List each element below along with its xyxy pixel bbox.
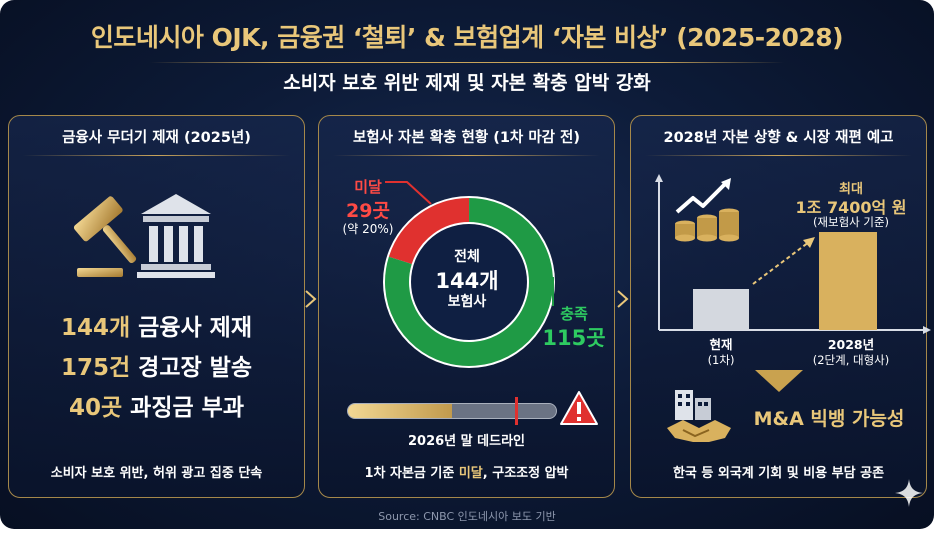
x-axis-arrow [923,326,931,334]
stat-text: 과징금 부과 [122,395,244,421]
warning-icon [560,391,598,425]
footer-text: 1차 자본금 기준 [364,466,459,481]
chevron-down-icon [755,370,803,392]
bar-2028 [819,232,877,330]
deficient-share: (약 20%) [342,222,394,236]
stat-fines: 40곳 과징금 부과 [9,388,304,422]
deadline-marker [515,397,518,425]
page-subtitle: 소비자 보호 위반 제재 및 자본 확충 압박 강화 [283,72,651,94]
stat-number: 175건 [61,355,131,381]
capital-increase-panel-title: 2028년 자본 상향 & 시장 재편 예고 [663,130,894,146]
compliant-label: 충족 [560,305,588,323]
panel-divider [23,155,290,156]
compliant-leader-line [535,277,554,306]
panel-divider [333,155,600,156]
footer-highlight: 미달 [458,466,483,481]
stat-number: 144개 [61,315,131,341]
donut-center-label: 전체 [454,249,480,265]
page-title: 인도네시아 OJK, 금융권 ‘철퇴’ & 보험업계 ‘자본 비상’ (2025… [90,23,844,52]
max-note: (재보험사 기준) [812,215,890,229]
growth-coins-icon [675,178,739,242]
panel-divider [645,155,912,156]
compliant-count: 115곳 [542,326,606,350]
ma-text: M&A 빅뱅 가능성 [753,408,905,430]
bar-2028-sublabel: (2단계, 대형사) [812,353,890,367]
bar-current-sublabel: (1차) [707,353,735,367]
deadline-label: 2026년 말 데드라인 [408,434,525,449]
stat-sanctioned-companies: 144개 금융사 제재 [9,308,304,342]
deadline-progress-track [347,403,557,419]
deficient-count: 29곳 [346,200,390,222]
connector-arrow [305,290,317,308]
donut-center-unit: 보험사 [447,294,487,310]
growth-arrowhead [803,237,815,248]
stat-warning-letters: 175건 경고장 발송 [9,348,304,382]
footer-text: , 구조조정 압박 [482,466,569,481]
stat-text: 금융사 제재 [130,315,252,341]
capital-bar-chart [655,174,931,334]
max-label: 최대 [839,182,863,197]
infographic: 인도네시아 OJK, 금융권 ‘철퇴’ & 보험업계 ‘자본 비상’ (2025… [0,0,934,529]
deficient-label: 미달 [354,178,382,196]
capital-status-panel-title: 보험사 자본 확충 현황 (1차 마감 전) [352,130,581,146]
capital-donut-chart [383,196,555,368]
deadline-progress-fill [348,404,452,418]
bar-current-label: 현재 [709,337,733,352]
stat-text: 경고장 발송 [130,355,252,381]
max-value: 1조 7400억 원 [795,198,907,217]
capital-status-panel: 보험사 자본 확충 현황 (1차 마감 전) 전체 144개 보험사 미달 29… [318,115,615,498]
source-note: Source: CNBC 인도네시아 보도 기반 [378,510,556,523]
connector-arrow [617,290,629,308]
title-divider [150,62,784,63]
stat-number: 40곳 [69,395,123,421]
sanctions-panel-title: 금융사 무더기 제재 (2025년) [62,130,251,146]
capital-increase-panel-footer: 한국 등 외국계 기회 및 비용 부담 공존 [672,466,885,481]
deficient-leader-line [385,181,432,205]
gavel-icon [73,196,137,277]
capital-increase-panel: 2028년 자본 상향 & 시장 재편 예고 최대 1조 7400억 원 (재보… [630,115,931,498]
courthouse-icon [137,194,215,278]
sparkle-icon [895,479,923,507]
y-axis-arrow [655,174,663,182]
bar-2028-label: 2028년 [827,337,875,352]
capital-status-panel-footer: 1차 자본금 기준 미달, 구조조정 압박 [319,462,614,481]
handshake-buildings-icon [667,390,731,442]
sanctions-panel-footer: 소비자 보호 위반, 허위 광고 집중 단속 [50,466,263,481]
sanctions-panel: 금융사 무더기 제재 (2025년) 144개 [8,115,305,498]
donut-center-count: 144개 [435,269,499,293]
bar-current [693,289,749,330]
donut-hole [411,224,527,340]
donut-slice-compliant [385,198,553,366]
growth-arrow [752,241,810,285]
